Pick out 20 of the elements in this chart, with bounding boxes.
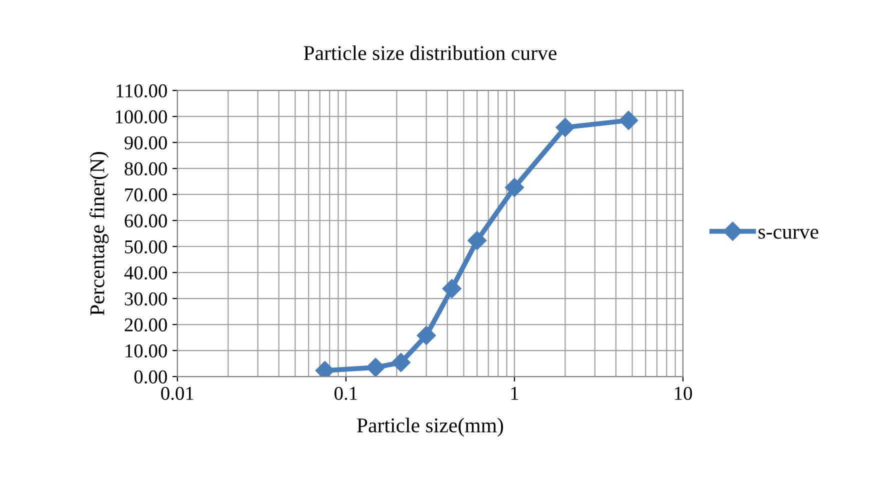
- x-axis-title: Particle size(mm): [357, 418, 504, 437]
- y-axis-title: Percentage finer(N): [89, 152, 109, 316]
- chart-title: Particle size distribution curve: [304, 45, 556, 60]
- y-tick-label: 90.00: [124, 136, 167, 150]
- y-tick-label: 0.00: [134, 370, 167, 384]
- y-tick-label: 70.00: [125, 188, 167, 202]
- y-tick-label: 10.00: [126, 344, 167, 358]
- y-tick-label: 80.00: [124, 162, 167, 176]
- y-tick-label: 50.00: [125, 240, 167, 254]
- x-tick-label: 0.01: [161, 386, 194, 400]
- y-tick-label: 40.00: [124, 266, 167, 280]
- legend-label: s-curve: [758, 228, 818, 239]
- y-tick-label: 60.00: [124, 214, 167, 228]
- y-tick-label: 100.00: [116, 110, 167, 124]
- x-tick-label: 0.1: [334, 386, 357, 400]
- y-tick-label: 110.00: [116, 84, 167, 98]
- y-tick-label: 20.00: [124, 318, 167, 332]
- x-tick-label: 10: [674, 386, 692, 400]
- y-tick-label: 30.00: [124, 292, 167, 306]
- x-tick-label: 1: [511, 386, 518, 400]
